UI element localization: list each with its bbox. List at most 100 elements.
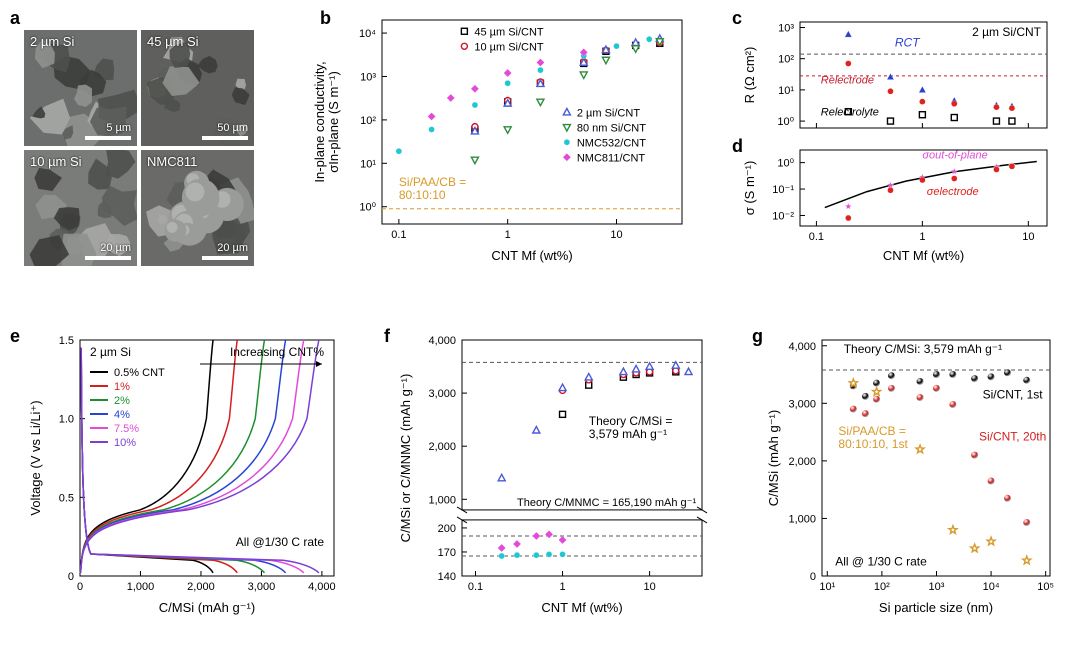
- data-point: [951, 115, 957, 121]
- panel-tag-e: e: [10, 326, 20, 347]
- data-point: [613, 43, 619, 49]
- svg-text:4%: 4%: [114, 409, 130, 421]
- data-point: [632, 46, 639, 52]
- panel-b: 0.111010⁰10¹10²10³10⁴CNT Mf (wt%)In-plan…: [310, 12, 690, 266]
- panel-g: 10¹10²10³10⁴10⁵01,0002,0003,0004,000Theo…: [760, 330, 1060, 620]
- data-point: [1009, 163, 1015, 169]
- svg-text:1,000: 1,000: [428, 494, 456, 506]
- data-point: [646, 36, 652, 42]
- sem-image-2: 10 µm Si 20 µm: [24, 150, 137, 266]
- svg-text:CNT Mf (wt%): CNT Mf (wt%): [883, 248, 964, 263]
- sem-title: NMC811: [147, 154, 197, 169]
- svg-text:Relectrolyte: Relectrolyte: [821, 107, 879, 119]
- svg-text:0.1: 0.1: [468, 581, 483, 593]
- data-point: [537, 67, 543, 73]
- svg-text:0.1: 0.1: [809, 231, 824, 243]
- data-point: [887, 187, 893, 193]
- panel-e: 01,0002,0003,0004,00000.51.01.52 µm Si0.…: [24, 330, 344, 620]
- svg-text:10³: 10³: [360, 71, 376, 83]
- svg-text:45 µm Si/CNT: 45 µm Si/CNT: [474, 26, 544, 38]
- svg-text:NMC532/CNT: NMC532/CNT: [577, 137, 646, 149]
- svg-text:1%: 1%: [114, 381, 130, 393]
- svg-text:10¹: 10¹: [360, 158, 376, 170]
- svg-text:σIn-plane (S m⁻¹): σIn-plane (S m⁻¹): [326, 71, 341, 173]
- svg-text:3,000: 3,000: [428, 388, 456, 400]
- svg-text:10¹: 10¹: [778, 85, 794, 97]
- svg-text:σelectrode: σelectrode: [927, 186, 979, 198]
- data-point: [1009, 118, 1015, 124]
- panel-tag-a: a: [10, 8, 20, 29]
- svg-text:10%: 10%: [114, 437, 136, 449]
- panel-c: 10⁰10¹10²10³R (Ω cm²)RCTRelectrodeRelect…: [740, 14, 1055, 134]
- data-point: [845, 203, 852, 210]
- svg-text:3,579 mAh g⁻¹: 3,579 mAh g⁻¹: [589, 427, 667, 441]
- panel-f: 0.11101,0002,0003,0004,000140170200Theor…: [392, 330, 712, 620]
- data-point: [580, 72, 587, 78]
- data-point: [993, 166, 999, 172]
- svg-text:2 µm Si/CNT: 2 µm Si/CNT: [972, 25, 1042, 39]
- svg-text:2,000: 2,000: [428, 441, 456, 453]
- svg-text:1.0: 1.0: [59, 414, 74, 426]
- data-point: [471, 157, 478, 163]
- svg-text:Theory C/MSi: 3,579 mAh g⁻¹: Theory C/MSi: 3,579 mAh g⁻¹: [844, 342, 1002, 356]
- data-point: [505, 80, 511, 86]
- svg-text:R (Ω cm²): R (Ω cm²): [742, 47, 757, 104]
- svg-text:Increasing CNT%: Increasing CNT%: [230, 345, 324, 359]
- data-point: [951, 176, 957, 182]
- sem-title: 45 µm Si: [147, 34, 199, 49]
- svg-text:1: 1: [919, 231, 925, 243]
- svg-text:σout-of-plane: σout-of-plane: [922, 150, 987, 162]
- data-point: [602, 46, 609, 52]
- svg-text:170: 170: [438, 547, 456, 559]
- svg-text:10²: 10²: [874, 581, 890, 593]
- data-point: [993, 118, 999, 124]
- svg-text:Voltage (V vs Li/Li⁺): Voltage (V vs Li/Li⁺): [28, 400, 43, 515]
- scale-bar: 20 µm: [202, 242, 248, 260]
- svg-text:σ (S m⁻¹): σ (S m⁻¹): [742, 161, 757, 216]
- svg-text:Theory C/MSi =: Theory C/MSi =: [589, 414, 673, 428]
- svg-text:CNT Mf (wt%): CNT Mf (wt%): [541, 600, 622, 615]
- data-point: [504, 69, 512, 77]
- svg-text:All @ 1/30 C rate: All @ 1/30 C rate: [835, 555, 927, 569]
- svg-text:7.5%: 7.5%: [114, 423, 139, 435]
- svg-text:Si/CNT, 1st: Si/CNT, 1st: [983, 388, 1044, 402]
- svg-text:Relectrode: Relectrode: [821, 75, 874, 87]
- scale-bar: 50 µm: [202, 122, 248, 140]
- data-point: [504, 127, 511, 133]
- svg-text:Theory C/MNMC = 165,190 mAh g⁻: Theory C/MNMC = 165,190 mAh g⁻¹: [517, 497, 696, 509]
- svg-text:80:10:10, 1st: 80:10:10, 1st: [838, 437, 908, 451]
- sem-title: 10 µm Si: [30, 154, 82, 169]
- svg-text:10⁵: 10⁵: [1037, 581, 1054, 593]
- svg-text:10³: 10³: [929, 581, 945, 593]
- svg-text:C/MSi (mAh g⁻¹): C/MSi (mAh g⁻¹): [159, 600, 255, 615]
- svg-text:140: 140: [438, 571, 456, 583]
- svg-text:200: 200: [438, 523, 456, 535]
- svg-text:10⁰: 10⁰: [777, 158, 794, 170]
- data-point: [537, 99, 544, 105]
- data-point: [632, 39, 639, 45]
- svg-text:2 µm Si/CNT: 2 µm Si/CNT: [577, 107, 640, 119]
- svg-text:1: 1: [559, 581, 565, 593]
- scale-bar: 5 µm: [85, 122, 131, 140]
- panel-d: 0.111010⁻²10⁻¹10⁰CNT Mf (wt%)σ (S m⁻¹)σo…: [740, 142, 1055, 266]
- svg-text:10: 10: [610, 229, 622, 241]
- svg-text:2,000: 2,000: [187, 581, 215, 593]
- svg-text:10³: 10³: [778, 22, 794, 34]
- svg-text:4,000: 4,000: [788, 341, 816, 353]
- data-point: [396, 148, 402, 154]
- svg-text:1: 1: [505, 229, 511, 241]
- svg-text:10⁻²: 10⁻²: [772, 210, 794, 222]
- svg-text:Si particle size (nm): Si particle size (nm): [879, 600, 993, 615]
- svg-text:0.5% CNT: 0.5% CNT: [114, 367, 165, 379]
- data-point: [1009, 105, 1015, 111]
- svg-text:4,000: 4,000: [428, 335, 456, 347]
- svg-text:3,000: 3,000: [248, 581, 276, 593]
- svg-text:All @1/30 C rate: All @1/30 C rate: [236, 535, 325, 549]
- data-point: [472, 102, 478, 108]
- panel-tag-f: f: [384, 326, 390, 347]
- data-point: [845, 31, 852, 37]
- svg-text:3,000: 3,000: [788, 398, 816, 410]
- data-point: [471, 85, 479, 93]
- svg-text:0.5: 0.5: [59, 492, 74, 504]
- scale-bar: 20 µm: [85, 242, 131, 260]
